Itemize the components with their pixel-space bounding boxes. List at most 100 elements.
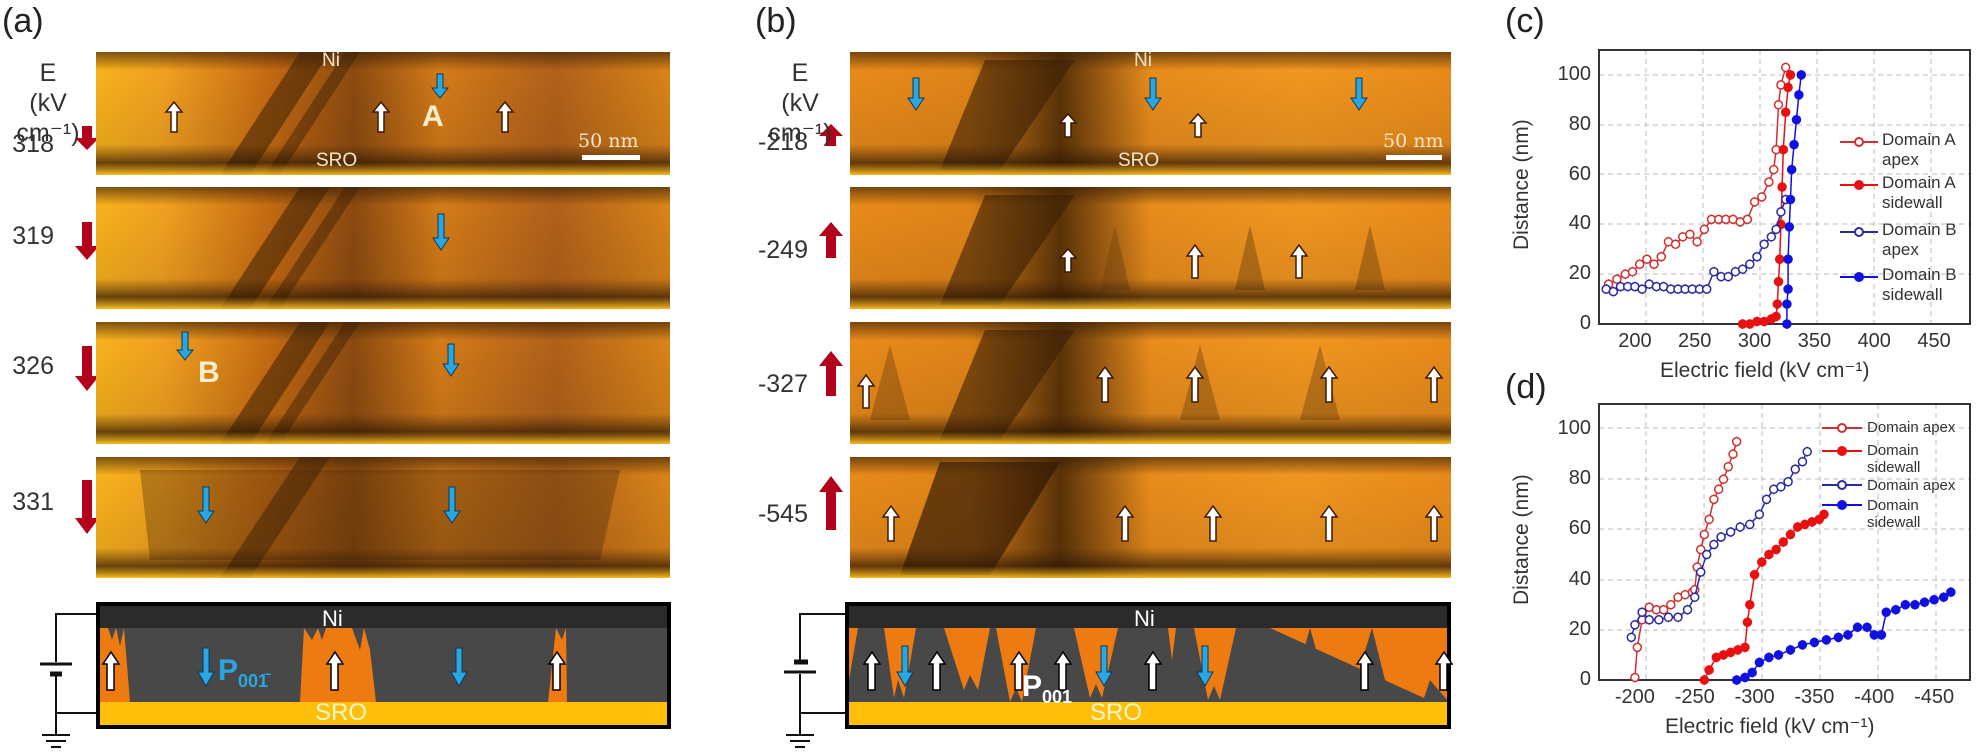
data-point — [1852, 622, 1863, 633]
data-point — [1783, 284, 1793, 294]
data-point — [1771, 544, 1781, 555]
data-point — [1745, 599, 1755, 610]
data-point — [1666, 599, 1676, 610]
data-point — [1782, 299, 1792, 309]
tem-image-row-4 — [850, 457, 1451, 578]
chart-d-xlabel: Electric field (kV cm⁻¹) — [1665, 715, 1875, 738]
data-point — [1723, 461, 1734, 472]
panel-b-field-value-2: -249 — [757, 236, 808, 264]
panel-d-label: (d) — [1505, 368, 1547, 406]
data-point — [1786, 164, 1797, 175]
y-tick-label: 60 — [1568, 162, 1591, 185]
data-point — [1701, 284, 1712, 294]
data-point — [1740, 642, 1750, 653]
data-point — [1737, 264, 1748, 274]
data-point — [1809, 637, 1820, 648]
chart-c-legend-markers — [1840, 137, 1878, 282]
x-tick-label: 350 — [1797, 330, 1832, 352]
data-point — [1699, 224, 1710, 235]
tem-image-row-3 — [850, 322, 1451, 444]
data-point — [1881, 607, 1891, 618]
chart-d-series — [1626, 436, 1956, 685]
data-point — [1764, 652, 1774, 663]
data-point — [1695, 544, 1706, 555]
data-point — [1780, 107, 1791, 118]
down-arrow-icon — [175, 73, 461, 524]
data-point — [1699, 675, 1710, 685]
y-tick-label: 80 — [1568, 467, 1591, 490]
data-point — [1789, 139, 1799, 150]
data-point — [1725, 527, 1736, 537]
data-point — [1728, 449, 1738, 459]
y-tick-label: 20 — [1568, 262, 1591, 285]
data-point — [1783, 254, 1793, 264]
data-point — [1695, 567, 1706, 577]
data-point — [1709, 266, 1719, 277]
data-point — [1910, 599, 1920, 610]
data-point — [1754, 509, 1765, 520]
data-point — [1735, 522, 1745, 532]
polarization-label-down: P001̄ — [218, 654, 269, 691]
domain-label-b: B — [198, 356, 220, 389]
data-point — [1630, 672, 1640, 683]
data-point — [1637, 284, 1647, 294]
data-point — [1773, 650, 1784, 660]
panel-b-schematic — [784, 602, 1454, 748]
data-point — [1704, 665, 1714, 675]
y-tick-label: 20 — [1568, 617, 1591, 640]
schematic-layer-sro: SRO — [315, 699, 368, 726]
layer-label-sro: SRO — [1118, 150, 1160, 171]
data-point — [1656, 251, 1666, 262]
data-point — [1713, 484, 1724, 495]
data-point — [1862, 622, 1872, 633]
x-tick-label: -300 — [1734, 686, 1775, 708]
field-down-arrow-icon — [75, 480, 99, 534]
layer-label-ni: Ni — [1134, 50, 1152, 71]
data-point — [1644, 615, 1655, 625]
x-tick-label: 450 — [1917, 330, 1951, 352]
data-point — [1685, 229, 1695, 240]
data-point — [1757, 192, 1767, 202]
chart-c-legend-2: Domain A sidewall — [1882, 173, 1955, 212]
chart-c-legend-3: Domain B apex — [1882, 220, 1957, 259]
x-tick-label: -450 — [1914, 686, 1955, 708]
x-tick-label: -200 — [1614, 686, 1655, 708]
data-point — [1796, 70, 1807, 80]
chart-d-legend-4: Domain sidewall — [1867, 497, 1921, 531]
data-point — [1749, 197, 1760, 207]
x-tick-label: 300 — [1737, 330, 1772, 352]
field-unit: (kV cm⁻¹) — [768, 89, 832, 147]
chart-c-series — [1601, 62, 1807, 329]
chart-d-legend-2: Domain sidewall — [1867, 442, 1921, 476]
field-down-arrow-icon — [75, 222, 99, 260]
panel-a-field-arrows — [75, 126, 99, 534]
data-point — [1771, 311, 1781, 322]
data-point — [1790, 464, 1801, 474]
data-point — [1682, 604, 1693, 615]
field-up-arrow-icon — [819, 124, 843, 146]
scale-bar — [1386, 155, 1442, 160]
panel-b-field-value-1: -218 — [757, 128, 808, 156]
layer-label-sro: SRO — [316, 150, 358, 171]
data-point — [1766, 232, 1777, 242]
y-tick-label: 100 — [1557, 62, 1591, 85]
data-point — [1642, 254, 1652, 264]
panel-b-tem-images — [850, 52, 1451, 578]
schematic-layer-sro: SRO — [1090, 699, 1143, 726]
chart-d-legend-1: Domain apex — [1867, 419, 1956, 436]
tem-image-row-2 — [850, 187, 1451, 309]
data-point — [1772, 299, 1783, 309]
data-point — [1785, 70, 1796, 80]
panel-a-field-value-3: 326 — [12, 352, 54, 380]
data-point — [1784, 222, 1795, 232]
panel-c-label: (c) — [1505, 2, 1545, 40]
field-unit: (kV cm⁻¹) — [16, 89, 80, 147]
data-point — [1764, 549, 1774, 560]
panel-a-field-value-1: 318 — [12, 130, 54, 158]
panel-b-field-arrows — [819, 124, 843, 530]
data-point — [1821, 635, 1832, 645]
scale-bar-label: 50 nm — [1383, 130, 1444, 152]
x-tick-label: 200 — [1618, 330, 1652, 352]
data-point — [1630, 620, 1640, 630]
data-point — [1771, 224, 1781, 235]
